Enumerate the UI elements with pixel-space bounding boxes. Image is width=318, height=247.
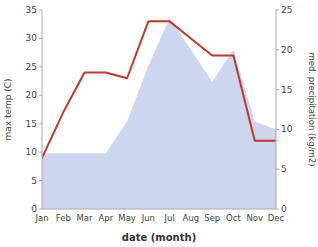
y-axis-label: max temp (C) — [3, 78, 13, 140]
y2-axis-label: med. precipitation (kg/m2) — [307, 52, 317, 166]
y2-axis-line — [276, 10, 277, 209]
y-tick — [39, 66, 42, 67]
precip-area — [42, 18, 276, 209]
x-tick-label: Sep — [204, 213, 220, 223]
y2-tick — [276, 169, 279, 170]
x-axis-label: date (month) — [122, 232, 196, 243]
x-tick-label: Mar — [77, 213, 94, 223]
y-tick-label: 25 — [26, 62, 37, 72]
y2-tick-label: 10 — [281, 124, 293, 134]
y2-tick-label: 15 — [281, 85, 292, 95]
y-tick — [39, 38, 42, 39]
x-tick-label: Jun — [141, 213, 155, 223]
temp-line — [42, 21, 276, 157]
y-tick-label: 15 — [26, 119, 37, 129]
x-tick-label: May — [118, 213, 136, 223]
x-tick-label: Apr — [98, 213, 113, 223]
y-tick — [39, 10, 42, 11]
chart: 051015202530350510152025JanFebMarAprMayJ… — [0, 0, 318, 247]
y-tick — [39, 209, 42, 210]
y2-tick-label: 20 — [281, 45, 293, 55]
y-tick-label: 35 — [26, 5, 37, 15]
y-tick — [39, 95, 42, 96]
plot-area — [42, 18, 276, 209]
y-tick-label: 5 — [31, 176, 37, 186]
x-axis-line — [42, 209, 276, 210]
x-tick-label: Jan — [34, 213, 48, 223]
x-tick-label: Feb — [56, 213, 71, 223]
y-tick-label: 10 — [26, 147, 38, 157]
y2-tick-label: 5 — [281, 164, 287, 174]
y2-tick — [276, 129, 279, 130]
x-tick-label: Jul — [164, 213, 175, 223]
x-tick-label: Aug — [183, 213, 200, 223]
y2-tick — [276, 89, 279, 90]
x-tick-label: Oct — [226, 213, 241, 223]
y-tick — [39, 180, 42, 181]
y2-tick-label: 25 — [281, 5, 292, 15]
y2-tick — [276, 10, 279, 11]
y-axis-line — [42, 10, 43, 209]
y-tick-label: 20 — [26, 90, 38, 100]
y-tick — [39, 123, 42, 124]
y-tick — [39, 152, 42, 153]
y2-tick — [276, 49, 279, 50]
x-tick-label: Nov — [246, 213, 263, 223]
y2-tick — [276, 209, 279, 210]
y-tick-label: 30 — [26, 33, 38, 43]
x-tick-label: Dec — [268, 213, 285, 223]
